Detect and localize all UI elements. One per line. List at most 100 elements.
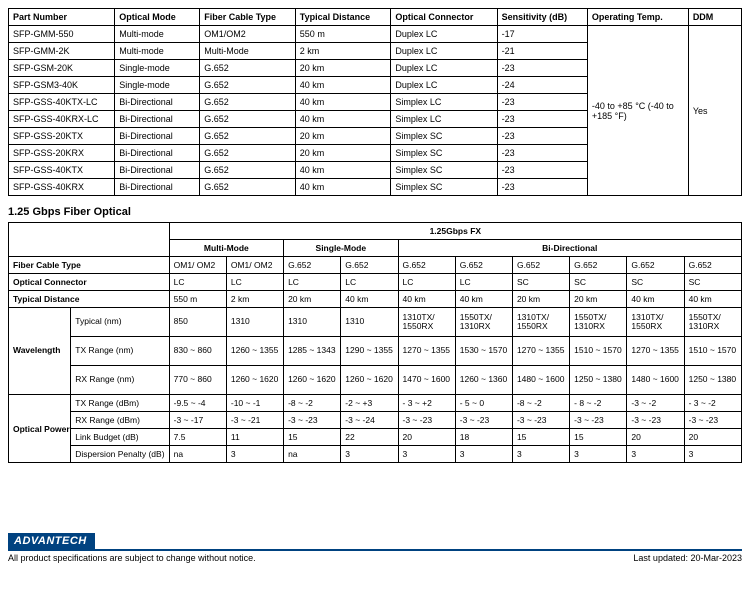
cell: Bi-Directional (115, 128, 200, 145)
cell: G.652 (684, 257, 741, 274)
table-row: RX Range (dBm)-3 ~ -17-3 ~ -21-3 ~ -23-3… (9, 412, 742, 429)
cell: 20 km (284, 291, 341, 308)
cell: 3 (627, 446, 684, 463)
op-temp-cell: -40 to +85 °C (-40 to +185 °F) (587, 26, 688, 196)
cell: G.652 (398, 257, 455, 274)
cell: 1270 ~ 1355 (627, 337, 684, 366)
cell: OM1/ OM2 (226, 257, 283, 274)
cell: 1260 ~ 1620 (226, 366, 283, 395)
cell: - 3 ~ +2 (398, 395, 455, 412)
cell: -23 (497, 128, 587, 145)
cell: -3 ~ -23 (398, 412, 455, 429)
cell: -23 (497, 162, 587, 179)
cell: 40 km (295, 94, 391, 111)
row-optical-power: Optical Power (9, 395, 71, 463)
cell: Duplex LC (391, 77, 497, 94)
cell: -8 ~ -2 (284, 395, 341, 412)
cell: 20 km (295, 128, 391, 145)
cell: 3 (226, 446, 283, 463)
cell: 1480 ~ 1600 (627, 366, 684, 395)
sfp-modules-table: Part Number Optical Mode Fiber Cable Typ… (8, 8, 742, 196)
cell: 40 km (455, 291, 512, 308)
cell: LC (226, 274, 283, 291)
cell: OM1/ OM2 (169, 257, 226, 274)
cell: 1510 ~ 1570 (570, 337, 627, 366)
section-title: 1.25 Gbps Fiber Optical (8, 206, 742, 218)
cell: Multi-mode (115, 26, 200, 43)
super-header-row: 1.25Gbps FX (9, 223, 742, 240)
cell: 770 ~ 860 (169, 366, 226, 395)
cell: 1470 ~ 1600 (398, 366, 455, 395)
table-header-row: Part Number Optical Mode Fiber Cable Typ… (9, 9, 742, 26)
col-typical-distance: Typical Distance (295, 9, 391, 26)
cell: 1250 ~ 1380 (684, 366, 741, 395)
ddm-cell: Yes (688, 26, 741, 196)
cell: -9.5 ~ -4 (169, 395, 226, 412)
row-wave-tx: TX Range (nm) (71, 337, 169, 366)
cell: -23 (497, 111, 587, 128)
cell: -3 ~ -23 (284, 412, 341, 429)
table-row: Typical Distance550 m2 km20 km40 km40 km… (9, 291, 742, 308)
cell: SFP-GSS-40KTX (9, 162, 115, 179)
col-optical-connector: Optical Connector (391, 9, 497, 26)
cell: 20 km (570, 291, 627, 308)
table-row: SFP-GMM-550Multi-modeOM1/OM2550 mDuplex … (9, 26, 742, 43)
cell: 40 km (627, 291, 684, 308)
super-header: 1.25Gbps FX (169, 223, 741, 240)
cell: G.652 (200, 60, 296, 77)
cell: 40 km (295, 77, 391, 94)
col-part-number: Part Number (9, 9, 115, 26)
cell: Bi-Directional (115, 111, 200, 128)
cell: 1310TX/ 1550RX (627, 308, 684, 337)
cell: Simplex LC (391, 111, 497, 128)
cell: -3 ~ -23 (512, 412, 569, 429)
cell: na (169, 446, 226, 463)
cell: -23 (497, 179, 587, 196)
cell: 1270 ~ 1355 (398, 337, 455, 366)
cell: LC (169, 274, 226, 291)
cell: 2 km (295, 43, 391, 60)
cell: -17 (497, 26, 587, 43)
col-sensitivity: Sensitivity (dB) (497, 9, 587, 26)
cell: na (284, 446, 341, 463)
cell: 7.5 (169, 429, 226, 446)
cell: 40 km (295, 111, 391, 128)
cell: SFP-GMM-2K (9, 43, 115, 60)
cell: LC (455, 274, 512, 291)
cell: 20 km (512, 291, 569, 308)
cell: -3 ~ -17 (169, 412, 226, 429)
cell: -8 ~ -2 (512, 395, 569, 412)
cell: G.652 (341, 257, 398, 274)
cell: G.652 (512, 257, 569, 274)
cell: 20 km (295, 145, 391, 162)
cell: SFP-GSS-40KTX-LC (9, 94, 115, 111)
row-distance: Typical Distance (9, 291, 170, 308)
cell: Simplex SC (391, 179, 497, 196)
table-row: Fiber Cable TypeOM1/ OM2OM1/ OM2G.652G.6… (9, 257, 742, 274)
cell: Duplex LC (391, 26, 497, 43)
cell: -10 ~ -1 (226, 395, 283, 412)
cell: SFP-GSS-20KRX (9, 145, 115, 162)
cell: 20 km (295, 60, 391, 77)
cell: Simplex SC (391, 128, 497, 145)
cell: Simplex LC (391, 94, 497, 111)
table-row: Link Budget (dB)7.5111522201815152020 (9, 429, 742, 446)
table-row: Optical PowerTX Range (dBm)-9.5 ~ -4-10 … (9, 395, 742, 412)
cell: SC (570, 274, 627, 291)
cell: Duplex LC (391, 60, 497, 77)
row-opt-tx: TX Range (dBm) (71, 395, 169, 412)
cell: 22 (341, 429, 398, 446)
table-row: WavelengthTypical (nm)850131013101310131… (9, 308, 742, 337)
cell: -2 ~ +3 (341, 395, 398, 412)
cell: 40 km (684, 291, 741, 308)
cell: Bi-Directional (115, 162, 200, 179)
cell: Multi-mode (115, 43, 200, 60)
cell: 15 (284, 429, 341, 446)
cell: -3 ~ -2 (627, 395, 684, 412)
cell: G.652 (200, 77, 296, 94)
cell: Simplex SC (391, 162, 497, 179)
cell: LC (284, 274, 341, 291)
cell: 20 (398, 429, 455, 446)
cell: - 3 ~ -2 (684, 395, 741, 412)
cell: 3 (341, 446, 398, 463)
